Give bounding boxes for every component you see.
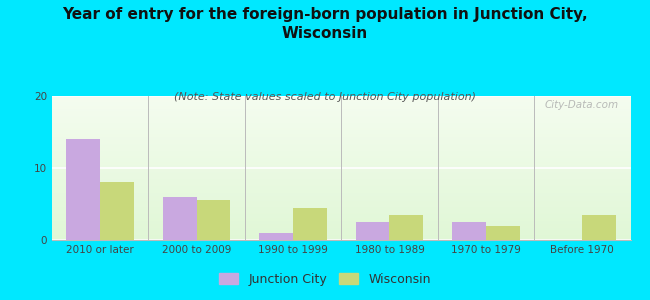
Bar bbox=[196, 200, 230, 240]
Text: Year of entry for the foreign-born population in Junction City,
Wisconsin: Year of entry for the foreign-born popul… bbox=[62, 8, 588, 41]
Bar bbox=[582, 215, 616, 240]
Bar bbox=[100, 182, 134, 240]
Text: (Note: State values scaled to Junction City population): (Note: State values scaled to Junction C… bbox=[174, 92, 476, 101]
Bar bbox=[356, 222, 389, 240]
Bar bbox=[452, 222, 486, 240]
Bar bbox=[66, 139, 100, 240]
Bar bbox=[259, 233, 293, 240]
Bar bbox=[486, 226, 519, 240]
Bar bbox=[389, 215, 423, 240]
Bar bbox=[293, 208, 327, 240]
Text: City-Data.com: City-Data.com bbox=[545, 100, 619, 110]
Bar bbox=[163, 197, 196, 240]
Legend: Junction City, Wisconsin: Junction City, Wisconsin bbox=[214, 268, 436, 291]
